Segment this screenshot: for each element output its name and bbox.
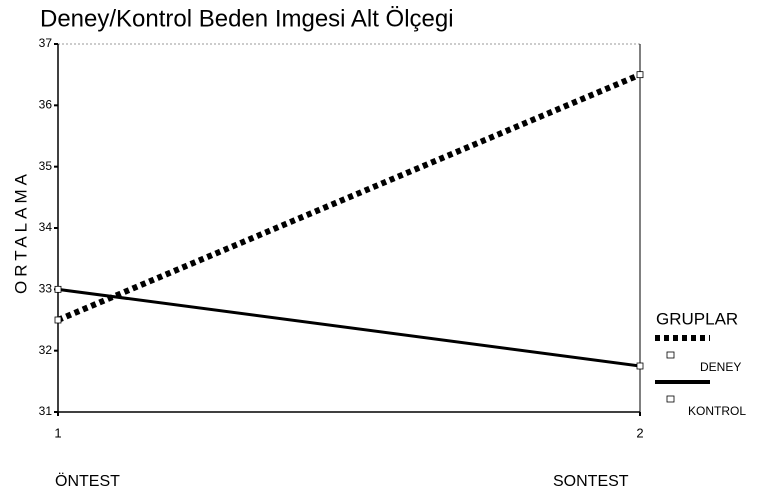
point-marker — [54, 285, 62, 293]
legend-marker — [666, 351, 675, 359]
y-tick-label: 35 — [39, 159, 53, 173]
series-line — [56, 71, 642, 323]
x-tick-label: 1 — [54, 425, 61, 440]
chart-title: Deney/Kontrol Beden Imgesi Alt Ölçegi — [40, 5, 454, 32]
point-marker — [636, 71, 644, 79]
point-marker — [636, 362, 644, 370]
y-tick-label: 34 — [39, 220, 53, 234]
x-annotation: SONTEST — [553, 473, 629, 490]
y-axis-label: ORTALAMA — [11, 170, 30, 294]
x-tick-label: 2 — [636, 425, 643, 440]
y-tick-label: 32 — [39, 343, 53, 357]
y-tick-label: 33 — [39, 282, 53, 296]
series-line — [57, 287, 641, 368]
legend-label: DENEY — [700, 360, 741, 374]
legend-marker — [666, 395, 675, 403]
y-tick-label: 36 — [39, 98, 53, 112]
y-tick-label: 37 — [39, 36, 53, 50]
legend-label: KONTROL — [688, 404, 746, 418]
x-annotation: ÖNTEST — [55, 472, 120, 490]
y-tick-label: 31 — [39, 404, 53, 418]
legend-title: GRUPLAR — [656, 309, 738, 328]
point-marker — [54, 316, 62, 324]
